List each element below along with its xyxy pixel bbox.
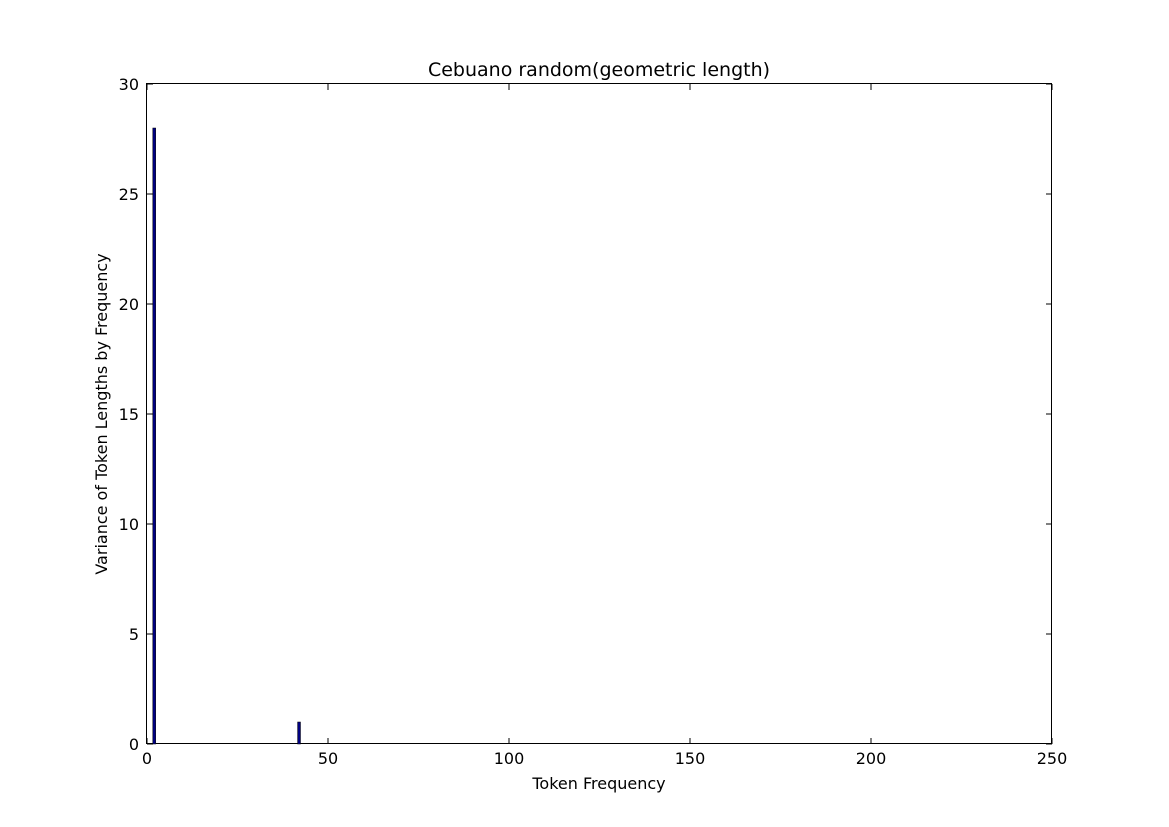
- x-tick-label-150: 150: [675, 749, 706, 768]
- y-tick-label-15: 15: [119, 405, 139, 424]
- y-tick-label-0: 0: [129, 735, 139, 754]
- y-tick-label-5: 5: [129, 625, 139, 644]
- bars-group: [152, 127, 301, 745]
- y-tick-label-25: 25: [119, 185, 139, 204]
- plot-frame: [146, 83, 1052, 744]
- x-tick-label-50: 50: [318, 749, 338, 768]
- y-tick-label-30: 30: [119, 75, 139, 94]
- y-tick-label-20: 20: [119, 295, 139, 314]
- x-axis-label: Token Frequency: [531, 774, 665, 793]
- x-tick-label-250: 250: [1037, 749, 1068, 768]
- bar-x-42: [297, 721, 301, 745]
- x-tick-label-0: 0: [142, 749, 152, 768]
- ticks-group: 0 50 100 150 200 250 0 5 10 15 20 25 30: [119, 75, 1068, 768]
- bar-x-2: [152, 127, 156, 745]
- y-tick-label-10: 10: [119, 515, 139, 534]
- y-axis-label: Variance of Token Lengths by Frequency: [92, 253, 111, 574]
- x-tick-label-100: 100: [494, 749, 525, 768]
- chart-title: Cebuano random(geometric length): [428, 59, 770, 81]
- x-tick-label-200: 200: [856, 749, 887, 768]
